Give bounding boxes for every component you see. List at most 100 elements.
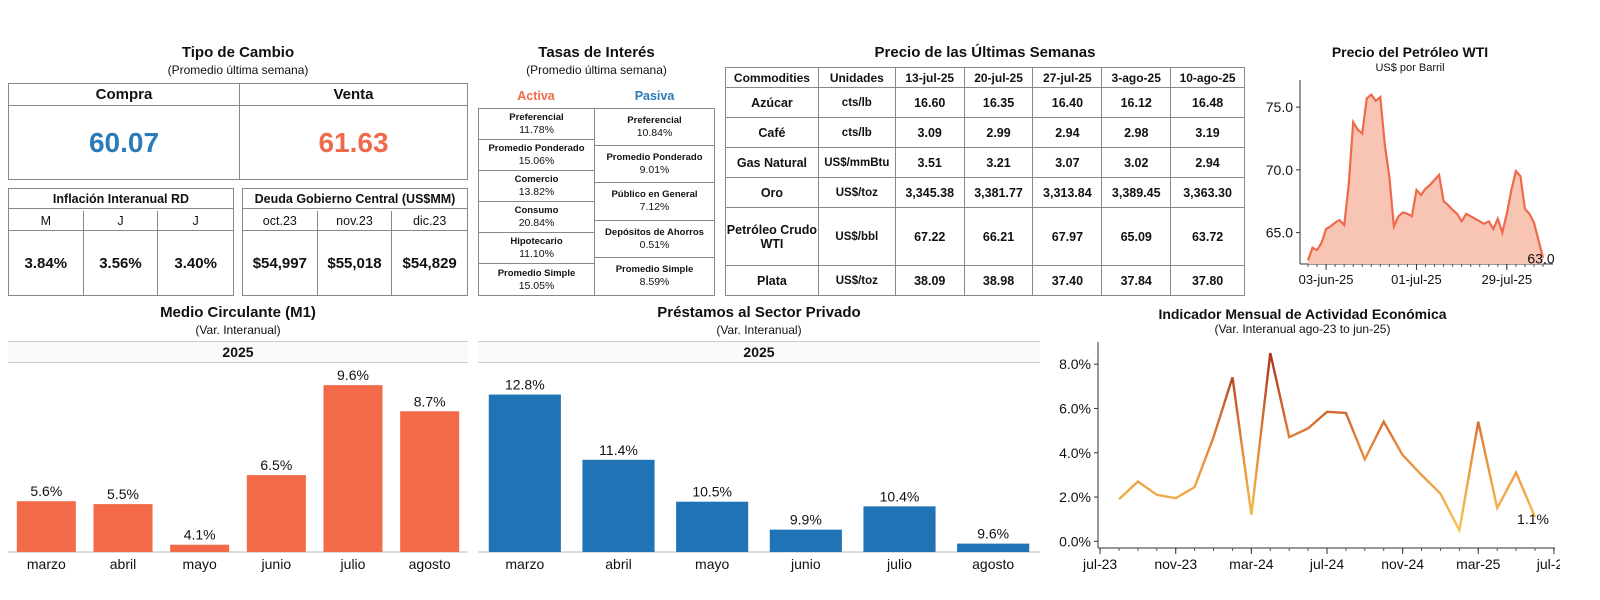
bar — [582, 459, 655, 552]
bar-value-label: 4.1% — [184, 527, 216, 543]
tasa-value: 20.84% — [518, 217, 555, 229]
commodity-price: 16.40 — [1032, 87, 1103, 118]
tasa-value: 15.05% — [518, 279, 555, 292]
commodity-price: 16.35 — [963, 87, 1034, 118]
bar — [863, 506, 936, 552]
activa-list: Preferencial 11.78% Promedio Ponderado 15.0… — [479, 109, 594, 295]
commodity-price: 2.99 — [963, 117, 1034, 148]
commodity-unit: cts/lb — [817, 117, 896, 148]
wti-line — [1306, 93, 1545, 261]
commodity-price: 67.97 — [1032, 207, 1103, 266]
commodity-unit: cts/lb — [817, 87, 896, 118]
bar — [769, 529, 842, 552]
bar-value-label: 5.5% — [107, 486, 139, 502]
x-category-label: junio — [790, 556, 821, 572]
tasa-name: Promedio Ponderado — [606, 152, 703, 164]
x-tick-label: nov-24 — [1381, 556, 1424, 572]
table-row: Plata US$/toz 38.09 38.98 37.40 37.84 37.80 — [725, 265, 1245, 296]
commodity-unit: US$/toz — [817, 265, 896, 296]
commodities-header: 20-jul-25 — [963, 67, 1034, 88]
commodity-price: 3.51 — [894, 147, 965, 178]
commodity-price: 2.98 — [1101, 117, 1172, 148]
x-tick-label: 01-jul-25 — [1391, 272, 1442, 287]
inflacion-value: 3.84% — [9, 231, 84, 295]
prestamos-year: 2025 — [743, 344, 775, 360]
tasa-item: Preferencial 11.78% — [479, 109, 594, 140]
compra-label: Compra — [95, 86, 153, 103]
tasa-item: Consumo 20.84% — [479, 202, 594, 233]
bar — [170, 544, 230, 552]
tasa-item: Hipotecario 11.10% — [479, 233, 594, 264]
m1-chart: 5.6% marzo 5.5% abril 4.1% mayo 6.5% junio 9.6% j… — [8, 367, 468, 572]
table-row: Gas Natural US$/mmBtu 3.51 3.21 3.07 3.02 2.94 — [725, 147, 1245, 178]
commodities-header: 27-jul-25 — [1032, 67, 1103, 88]
wti-title: Precio del Petróleo WTI — [1331, 44, 1489, 60]
bar — [488, 394, 561, 552]
tasa-name: Hipotecario — [510, 236, 563, 247]
x-category-label: marzo — [27, 556, 66, 572]
x-tick-label: 29-jul-25 — [1482, 272, 1533, 287]
bar-value-label: 12.8% — [505, 377, 545, 393]
tasa-name: Depósitos de Ahorros — [605, 226, 704, 238]
inflacion-value: 3.56% — [84, 231, 159, 295]
imae-last-label: 1.1% — [1517, 511, 1549, 527]
commodity-price: 3.09 — [894, 117, 965, 148]
prestamos-year-header: 2025 — [478, 341, 1040, 363]
tasa-value: 15.06% — [518, 155, 555, 167]
tasa-value: 13.82% — [518, 186, 555, 198]
commodity-price: 16.48 — [1170, 87, 1245, 118]
deuda-header: nov.23 — [317, 211, 393, 231]
commodity-name: Gas Natural — [725, 147, 819, 178]
x-category-label: marzo — [505, 556, 544, 572]
table-row: Café cts/lb 3.09 2.99 2.94 2.98 3.19 — [725, 117, 1245, 148]
commodity-price: 65.09 — [1101, 207, 1172, 266]
x-category-label: agosto — [409, 556, 451, 572]
prestamos-subtitle: (Var. Interanual) — [716, 323, 802, 337]
x-category-label: junio — [261, 556, 292, 572]
commodity-name: Plata — [725, 265, 819, 296]
commodity-unit: US$/toz — [817, 177, 896, 208]
y-tick-label: 75.0 — [1266, 99, 1293, 115]
tasa-name: Preferencial — [627, 115, 682, 127]
x-category-label: julio — [886, 556, 912, 572]
table-row: Azúcar cts/lb 16.60 16.35 16.40 16.12 16.48 — [725, 87, 1245, 118]
compra-value: 60.07 — [88, 126, 160, 158]
bar-value-label: 11.4% — [599, 442, 638, 458]
m1-title: Medio Circulante (M1) — [160, 304, 316, 321]
commodities-header: Commodities — [725, 67, 819, 88]
commodities-header: 10-ago-25 — [1170, 67, 1245, 88]
commodity-name: Café — [725, 117, 819, 148]
y-tick-label: 6.0% — [1059, 400, 1091, 416]
commodity-price: 38.09 — [894, 265, 965, 296]
tasa-value: 7.12% — [639, 201, 670, 214]
tasa-name: Preferencial — [509, 112, 564, 123]
y-tick-label: 8.0% — [1059, 356, 1091, 372]
deuda-title: Deuda Gobierno Central (US$MM) — [243, 189, 467, 209]
prestamos-title: Préstamos al Sector Privado — [657, 304, 861, 321]
commodity-price: 66.21 — [963, 207, 1034, 266]
m1-subtitle: (Var. Interanual) — [195, 323, 281, 337]
x-category-label: agosto — [972, 556, 1014, 572]
bar — [246, 475, 306, 552]
commodity-price: 3,345.38 — [894, 177, 965, 208]
bar — [93, 504, 153, 552]
bar — [957, 543, 1030, 552]
bar — [16, 501, 76, 552]
deuda-grid: oct.23 $54,997 nov.23 $55,018 dic.23 $54,829 — [243, 211, 467, 295]
divider — [239, 84, 240, 179]
wti-subtitle: US$ por Barril — [1375, 62, 1445, 74]
x-tick-label: nov-23 — [1154, 556, 1197, 572]
tasa-name: Promedio Ponderado — [488, 143, 585, 154]
tasa-item: Comercio 13.82% — [479, 171, 594, 202]
tasa-item: Promedio Ponderado 15.06% — [479, 140, 594, 171]
commodity-price: 3.19 — [1170, 117, 1245, 148]
imae-line — [1118, 352, 1537, 535]
commodity-price: 37.80 — [1170, 265, 1245, 296]
m1-year-header: 2025 — [8, 341, 468, 363]
commodity-price: 2.94 — [1170, 147, 1245, 178]
deuda-value: $54,997 — [243, 231, 318, 295]
commodity-price: 3.21 — [963, 147, 1034, 178]
pasiva-list: Preferencial 10.84% Promedio Ponderado 9.01… — [595, 109, 714, 295]
tasa-item: Promedio Simple 15.05% — [479, 264, 594, 295]
activa-label: Activa — [517, 89, 555, 103]
